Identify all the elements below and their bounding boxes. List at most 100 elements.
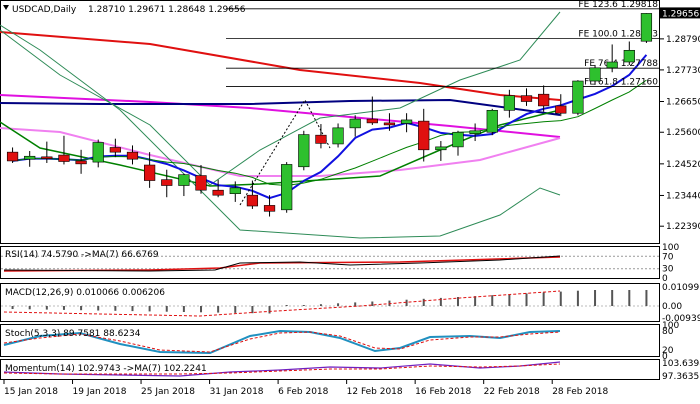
time-tick-label: 16 Feb 2018	[415, 387, 471, 397]
ma-navy-line	[0, 98, 561, 116]
time-tick-label: 31 Jan 2018	[210, 387, 264, 397]
candle-bullish	[400, 119, 413, 124]
time-tick-label: 22 Feb 2018	[484, 387, 540, 397]
ohlc-values: 1.28710 1.29671 1.28648 1.29656	[88, 5, 246, 15]
current-price-tag	[660, 7, 700, 19]
macd-histogram-bar	[217, 306, 220, 313]
fib-level-label-3: FE 61.8 1.27160	[584, 78, 658, 88]
macd-histogram-bar	[97, 306, 100, 311]
candle-bullish	[298, 134, 310, 168]
time-axis: 15 Jan 2018 19 Jan 2018 25 Jan 2018 31 Jan …	[3, 380, 608, 397]
moving-averages	[0, 11, 648, 239]
rsi-ma-line	[3, 256, 561, 272]
stoch-axis-label: 0	[662, 352, 668, 362]
candle-bullish	[640, 13, 653, 42]
macd-histogram-bar	[234, 306, 237, 313]
time-tick-label: 15 Jan 2018	[4, 387, 58, 397]
stoch-axis-label: 80	[662, 327, 674, 337]
candle-bearish	[366, 118, 378, 124]
macd-histogram-bar	[302, 305, 305, 306]
candle-bearish	[520, 95, 533, 102]
macd-histogram-bar	[439, 297, 442, 306]
candle-bullish	[486, 109, 498, 133]
macd-histogram-bar	[611, 290, 614, 306]
candle-bullish	[606, 61, 618, 69]
candle-bearish	[109, 147, 121, 153]
macd-histogram-bar	[628, 290, 631, 306]
stoch-panel	[0, 324, 660, 357]
ma-pink-line	[0, 127, 561, 177]
candle-bullish	[92, 142, 104, 163]
current-price-text: 1.29656	[662, 9, 699, 19]
macd-histogram-bar	[559, 291, 562, 306]
candle-bullish	[623, 49, 635, 63]
macd-label: MACD(12,26,9) 0.010066 0.006206	[5, 288, 165, 298]
candle-bullish	[589, 67, 601, 82]
price-tick-label: 1.24520	[666, 160, 700, 170]
candle-bullish	[281, 164, 293, 211]
candle-bearish	[383, 122, 396, 126]
macd-signal-line	[3, 290, 561, 317]
fibonacci-levels: FE 123.6 1.29818 FE 100.0 1.28803 FE 76.4 …	[226, 0, 660, 88]
macd-histogram-bar	[251, 306, 254, 314]
indicators: 100703000.0109930.00-0.00939510080200103…	[1, 243, 700, 382]
macd-histogram-bar	[28, 306, 31, 310]
price-tick-label: 1.22390	[666, 222, 700, 232]
macd-histogram-bar	[594, 290, 597, 306]
ma-fast-blue-line	[12, 54, 648, 200]
macd-axis-label: 0.00	[662, 302, 682, 312]
candle-bullish	[229, 187, 241, 195]
macd-panel	[0, 283, 660, 322]
price-tick-label: 1.26650	[666, 98, 700, 108]
candle-bullish	[349, 118, 361, 129]
rsi-axis-label: 30	[662, 265, 674, 275]
price-axis: 1.28790 1.27730 1.26650 1.25600 1.24520 1.234…	[660, 35, 700, 232]
fibo-expansion-line	[239, 98, 331, 206]
collapse-triangle-icon[interactable]	[3, 5, 9, 10]
lower-band-line	[0, 24, 561, 239]
candle-bullish	[452, 131, 464, 148]
candle-bearish	[538, 93, 550, 107]
macd-histogram-bar	[337, 303, 340, 306]
candle-bearish	[555, 105, 567, 114]
candle-bearish	[418, 120, 430, 151]
momentum-label: Momentum(14) 102.9743 ->MA(7) 102.2241	[5, 364, 207, 374]
candle-bullish	[178, 174, 190, 186]
macd-histogram-bar	[268, 306, 271, 314]
candle-bearish	[161, 179, 173, 186]
macd-histogram-bar	[62, 306, 65, 310]
rsi-label: RSI(14) 74.5790 ->MA(7) 66.6769	[5, 250, 159, 260]
macd-histogram-bar	[165, 306, 168, 312]
macd-histogram-bar	[148, 306, 151, 312]
ma-magenta-line	[0, 94, 561, 138]
ma-slow-green-line	[12, 79, 647, 187]
macd-histogram-bar	[354, 302, 357, 306]
macd-histogram-bar	[371, 301, 374, 306]
fib-level-label-0: FE 123.6 1.29818	[578, 0, 658, 10]
macd-histogram-bar	[319, 304, 322, 306]
candle-bearish	[75, 160, 87, 165]
price-tick-label: 1.25600	[666, 128, 700, 138]
candle-bullish	[332, 127, 344, 145]
symbol-label: USDCAD,Daily	[12, 5, 77, 15]
macd-histogram-bar	[80, 306, 83, 311]
candle-bearish	[246, 194, 259, 207]
macd-histogram-bar	[182, 306, 185, 312]
macd-histogram-bar	[576, 290, 579, 306]
rsi-axis-label: 100	[662, 243, 679, 253]
time-tick-label: 6 Feb 2018	[278, 387, 329, 397]
macd-histogram-bar	[456, 297, 459, 306]
stoch-axis-label: 20	[662, 346, 674, 356]
time-tick-label: 25 Jan 2018	[141, 387, 195, 397]
momentum-panel	[0, 359, 660, 380]
macd-histogram-bar	[11, 306, 14, 309]
candle-bearish	[6, 151, 19, 162]
candle-bearish	[41, 156, 53, 159]
candle-bullish	[572, 80, 584, 114]
macd-histogram-bar	[508, 294, 511, 306]
macd-histogram-bar	[285, 305, 288, 306]
candle-bullish	[503, 95, 515, 111]
